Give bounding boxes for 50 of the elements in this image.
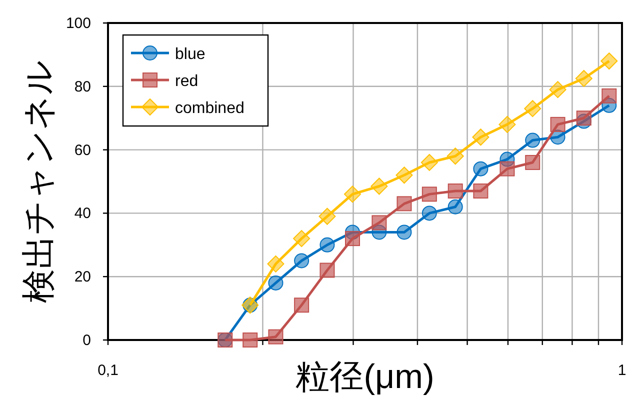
point: [472, 128, 490, 146]
point: [320, 237, 335, 252]
point: [498, 116, 516, 133]
point: [344, 231, 360, 246]
point: [268, 329, 284, 344]
point: [320, 262, 335, 278]
legend-label: red: [175, 73, 198, 90]
point: [294, 298, 310, 313]
point: [602, 88, 617, 104]
point: [549, 81, 566, 98]
x-tick-label: 1: [618, 362, 626, 379]
point: [525, 132, 540, 148]
point: [500, 161, 515, 176]
point: [524, 100, 542, 118]
point: [422, 186, 437, 202]
y-tick-label: 20: [74, 268, 91, 286]
point: [372, 215, 387, 230]
point: [242, 332, 258, 348]
legend-label: combined: [175, 100, 244, 117]
point: [344, 186, 361, 203]
point: [267, 255, 284, 272]
point: [448, 199, 463, 214]
point: [576, 110, 592, 126]
point: [268, 275, 284, 290]
point: [575, 70, 592, 87]
point: [396, 196, 412, 212]
point: [294, 253, 310, 268]
x-axis-title: 粒径(μm): [296, 358, 434, 396]
point: [396, 166, 413, 184]
point: [448, 184, 463, 199]
point: [550, 116, 566, 132]
y-tick-label: 80: [74, 78, 91, 96]
point: [293, 230, 310, 248]
point: [446, 148, 464, 165]
point: [422, 206, 437, 221]
point: [420, 154, 438, 171]
point: [473, 161, 488, 176]
point: [525, 154, 540, 170]
legend-label: blue: [175, 46, 206, 63]
point: [318, 208, 336, 225]
x-tick-label: 0,1: [98, 362, 118, 379]
y-tick-label: 40: [74, 205, 91, 222]
y-axis-title: 検出チャンネル: [20, 60, 58, 303]
point: [600, 52, 618, 70]
point: [473, 184, 488, 199]
point: [396, 224, 412, 240]
y-tick-label: 100: [66, 15, 91, 32]
point: [370, 178, 388, 195]
y-tick-label: 60: [74, 142, 91, 159]
y-tick-label: 0: [82, 332, 91, 349]
